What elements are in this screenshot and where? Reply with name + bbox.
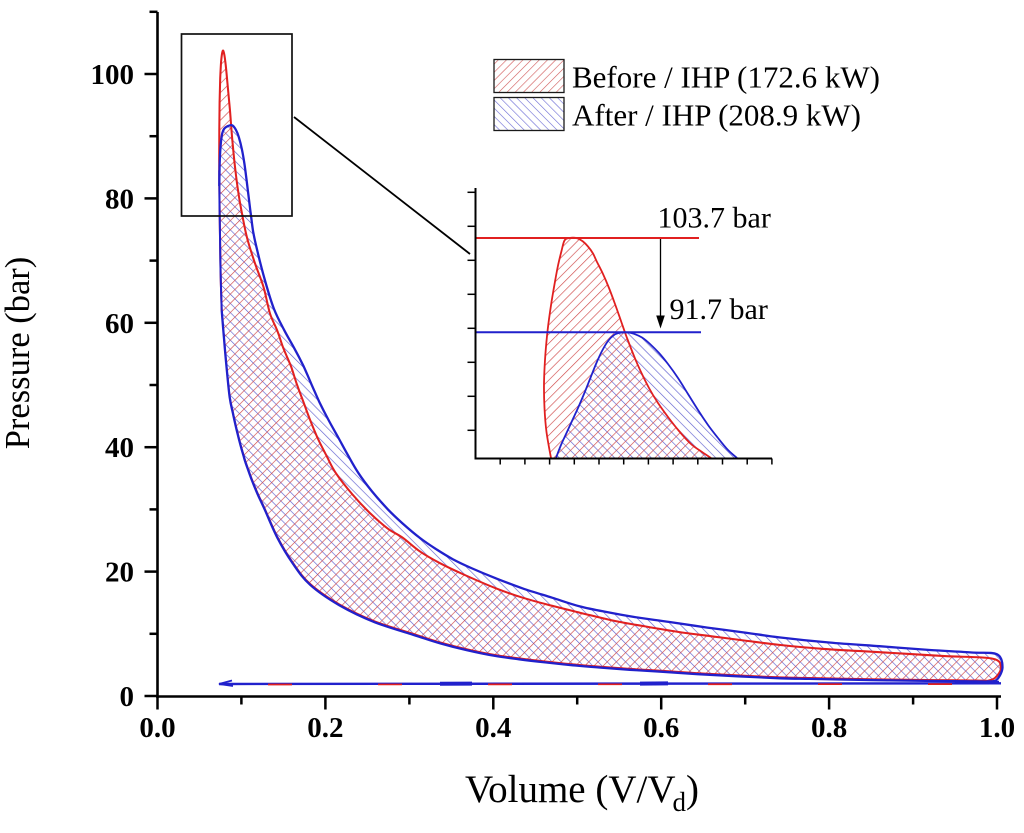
svg-text:Volume (V/Vd): Volume (V/Vd) — [465, 768, 699, 817]
svg-text:0.6: 0.6 — [643, 712, 679, 744]
svg-text:After / IHP (208.9 kW): After / IHP (208.9 kW) — [572, 98, 861, 133]
svg-text:Pressure (bar): Pressure (bar) — [0, 257, 37, 450]
svg-text:1.0: 1.0 — [979, 712, 1015, 744]
svg-text:Before / IHP (172.6 kW): Before / IHP (172.6 kW) — [572, 60, 880, 95]
svg-text:100: 100 — [91, 59, 135, 91]
svg-text:40: 40 — [105, 432, 134, 464]
svg-text:0.0: 0.0 — [139, 712, 175, 744]
svg-text:0.2: 0.2 — [307, 712, 343, 744]
svg-text:0: 0 — [120, 681, 135, 713]
svg-text:0.4: 0.4 — [475, 712, 511, 744]
svg-text:0.8: 0.8 — [811, 712, 847, 744]
svg-text:20: 20 — [105, 557, 134, 589]
svg-text:60: 60 — [105, 308, 134, 340]
svg-text:103.7 bar: 103.7 bar — [658, 202, 771, 235]
svg-text:91.7 bar: 91.7 bar — [670, 293, 768, 326]
svg-text:80: 80 — [105, 183, 134, 215]
